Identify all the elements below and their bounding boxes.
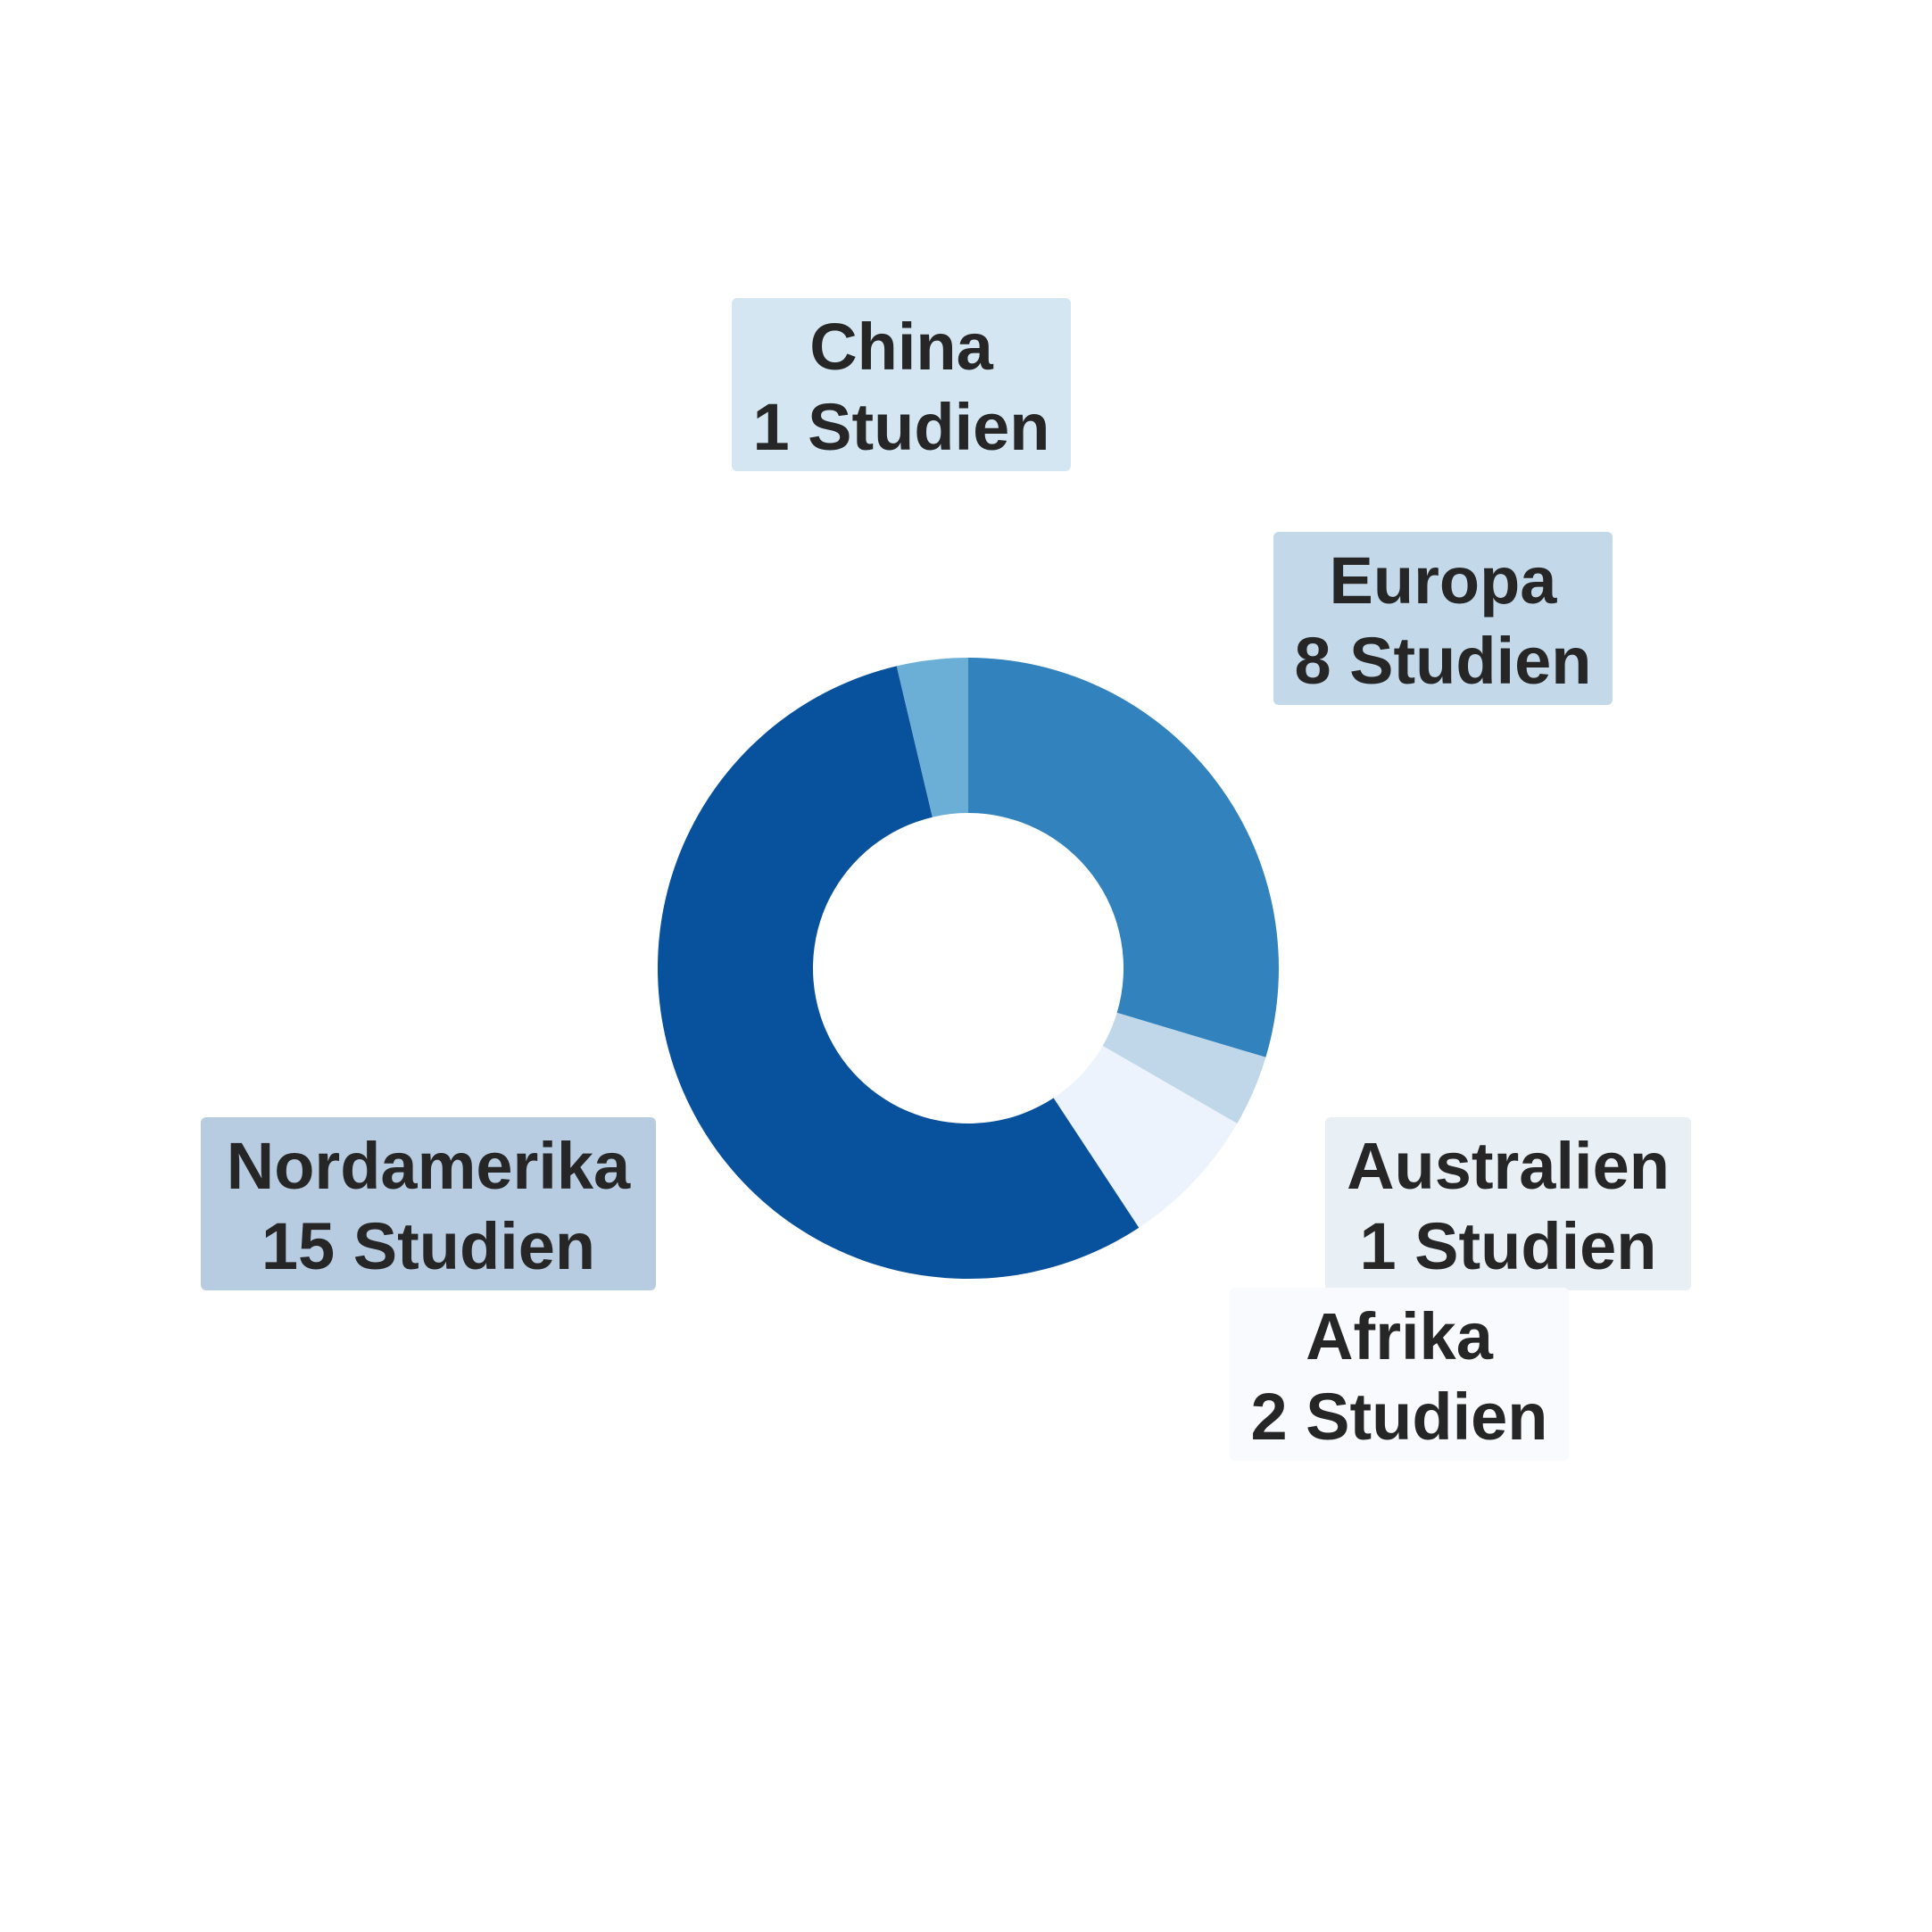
label-box-europa [1273,532,1613,705]
label-name-afrika: Afrika [1306,1299,1494,1373]
slice-europa [968,657,1279,1057]
label-name-europa: Europa [1330,543,1558,618]
donut-slices [658,657,1279,1279]
label-name-australien: Australien [1347,1129,1670,1203]
label-box-nordamerika [201,1117,656,1290]
slice-china [896,658,968,817]
slice-nordamerika [658,666,1140,1279]
label-value-australien: 1 Studien [1359,1209,1656,1283]
label-value-europa: 8 Studien [1294,624,1591,698]
slice-australien [1102,1012,1266,1124]
label-box-australien [1325,1117,1691,1290]
label-name-nordamerika: Nordamerika [227,1129,631,1203]
label-name-china: China [809,310,993,384]
label-value-nordamerika: 15 Studien [261,1209,595,1283]
label-box-afrika [1230,1288,1569,1461]
slice-afrika [1053,1046,1238,1228]
label-box-china [732,298,1071,471]
label-value-china: 1 Studien [752,390,1049,464]
label-value-afrika: 2 Studien [1250,1380,1547,1454]
